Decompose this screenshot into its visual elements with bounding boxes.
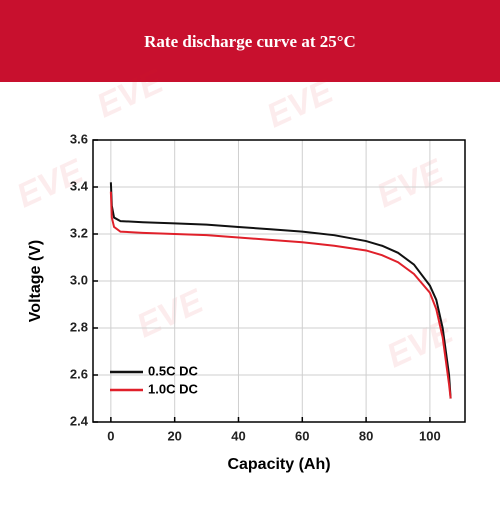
plot-frame [92,139,466,423]
y-tick-label: 2.8 [70,319,88,334]
watermark: EVE [131,282,210,346]
y-axis-label: Voltage (V) [27,240,44,322]
y-tick-label: 3.0 [70,272,88,287]
x-tick-label: 100 [419,428,441,443]
chart-title: Rate discharge curve at 25°C [144,32,356,51]
header-band [0,0,500,82]
y-tick-label: 3.2 [70,225,88,240]
series-line [109,191,452,399]
y-tick-label: 2.4 [70,413,89,428]
legend-label: 1.0C DC [148,381,198,396]
watermark: EVE [371,152,450,216]
x-tick-label: 40 [231,428,245,443]
x-tick-label: 0 [107,428,114,443]
legend-label: 0.5C DC [148,363,198,378]
y-tick-label: 3.4 [70,178,89,193]
x-axis-label: Capacity (Ah) [227,456,330,473]
y-tick-label: 3.6 [70,131,88,146]
x-tick-label: 20 [167,428,181,443]
series-line [109,182,452,399]
x-tick-label: 60 [295,428,309,443]
y-tick-label: 2.6 [70,366,88,381]
x-tick-label: 80 [359,428,373,443]
